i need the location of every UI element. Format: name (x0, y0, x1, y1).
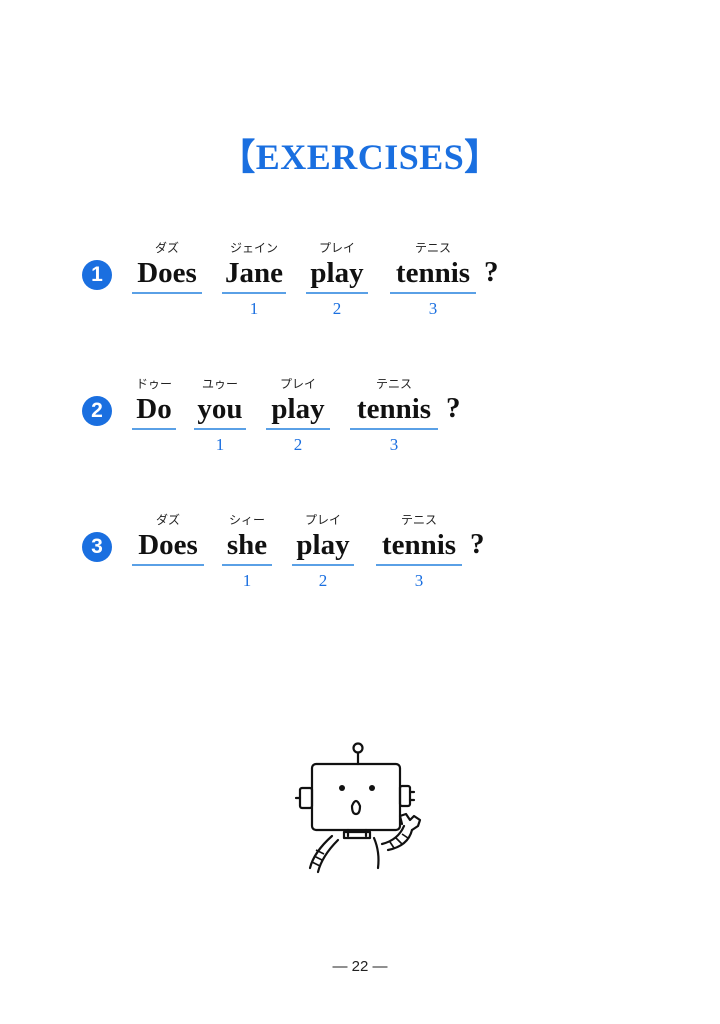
answer-line (292, 564, 354, 566)
exercise-1: 1 ダズ Does ジェイン Jane 1 プレイ play 2 テニス ten… (0, 240, 720, 340)
word-slot: プレイ play 2 (306, 240, 368, 318)
exercise-3: 3 ダズ Does シィー she 1 プレイ play 2 テニス tenni… (0, 512, 720, 612)
word-reading: プレイ (304, 513, 341, 527)
answer-line (132, 428, 176, 430)
exercise-2: 2 ドゥー Do ユゥー you 1 プレイ play 2 テニス tennis… (0, 376, 720, 476)
word-text: play (271, 393, 325, 425)
word-slot: ジェイン Jane 1 (222, 240, 286, 318)
word-reading: ダズ (154, 241, 179, 255)
answer-line (222, 564, 272, 566)
word-reading: プレイ (279, 377, 316, 391)
word-slot: テニス tennis 3 (376, 512, 462, 590)
word-number: 2 (293, 435, 303, 454)
word-reading: テニス (414, 241, 451, 255)
page-number: — 22 — (332, 958, 388, 975)
word-number: 2 (332, 299, 342, 318)
word-slot: プレイ play 2 (266, 376, 330, 454)
word-text: Does (138, 529, 198, 561)
word-reading: プレイ (318, 241, 355, 255)
word-reading: ダズ (155, 513, 180, 527)
word-slot: シィー she 1 (222, 512, 272, 590)
answer-line (390, 292, 476, 294)
word-text: tennis (356, 393, 432, 425)
word-reading: ジェイン (229, 241, 278, 255)
word-text: play (310, 257, 364, 289)
word-slot: テニス tennis 3 (350, 376, 438, 454)
robot-illustration (294, 742, 422, 874)
word-text: Do (136, 393, 172, 425)
exercise-number-badge: 2 (82, 396, 112, 426)
word-text: tennis (395, 257, 471, 289)
word-slot: ドゥー Do (132, 376, 176, 436)
word-text: play (296, 529, 350, 561)
word-number: 1 (249, 299, 259, 318)
answer-line (350, 428, 438, 430)
answer-line (266, 428, 330, 430)
word-slot: ダズ Does (132, 512, 204, 572)
word-number: 3 (414, 571, 424, 590)
word-reading: テニス (400, 513, 437, 527)
word-number: 1 (242, 571, 252, 590)
word-slot: ユゥー you 1 (194, 376, 246, 454)
answer-line (222, 292, 286, 294)
exercise-number-badge: 3 (82, 532, 112, 562)
page-title: 【EXERCISES】 (219, 137, 501, 177)
word-slot: テニス tennis 3 (390, 240, 476, 318)
word-text: tennis (381, 529, 457, 561)
word-reading: ユゥー (201, 377, 238, 391)
question-mark: ? (470, 528, 485, 560)
exercise-number-badge: 1 (82, 260, 112, 290)
word-text: you (197, 393, 243, 425)
word-slot: ダズ Does (132, 240, 202, 300)
word-number: 3 (428, 299, 438, 318)
answer-line (376, 564, 462, 566)
question-mark: ? (446, 392, 461, 424)
answer-line (306, 292, 368, 294)
answer-line (132, 292, 202, 294)
word-reading: シィー (228, 513, 265, 527)
answer-line (194, 428, 246, 430)
word-reading: テニス (375, 377, 412, 391)
word-slot: プレイ play 2 (292, 512, 354, 590)
word-text: she (226, 529, 268, 561)
question-mark: ? (484, 256, 499, 288)
word-number: 1 (215, 435, 225, 454)
word-reading: ドゥー (135, 377, 172, 391)
word-number: 2 (318, 571, 328, 590)
answer-line (132, 564, 204, 566)
word-text: Does (137, 257, 197, 289)
word-text: Jane (225, 257, 283, 289)
word-number: 3 (389, 435, 399, 454)
